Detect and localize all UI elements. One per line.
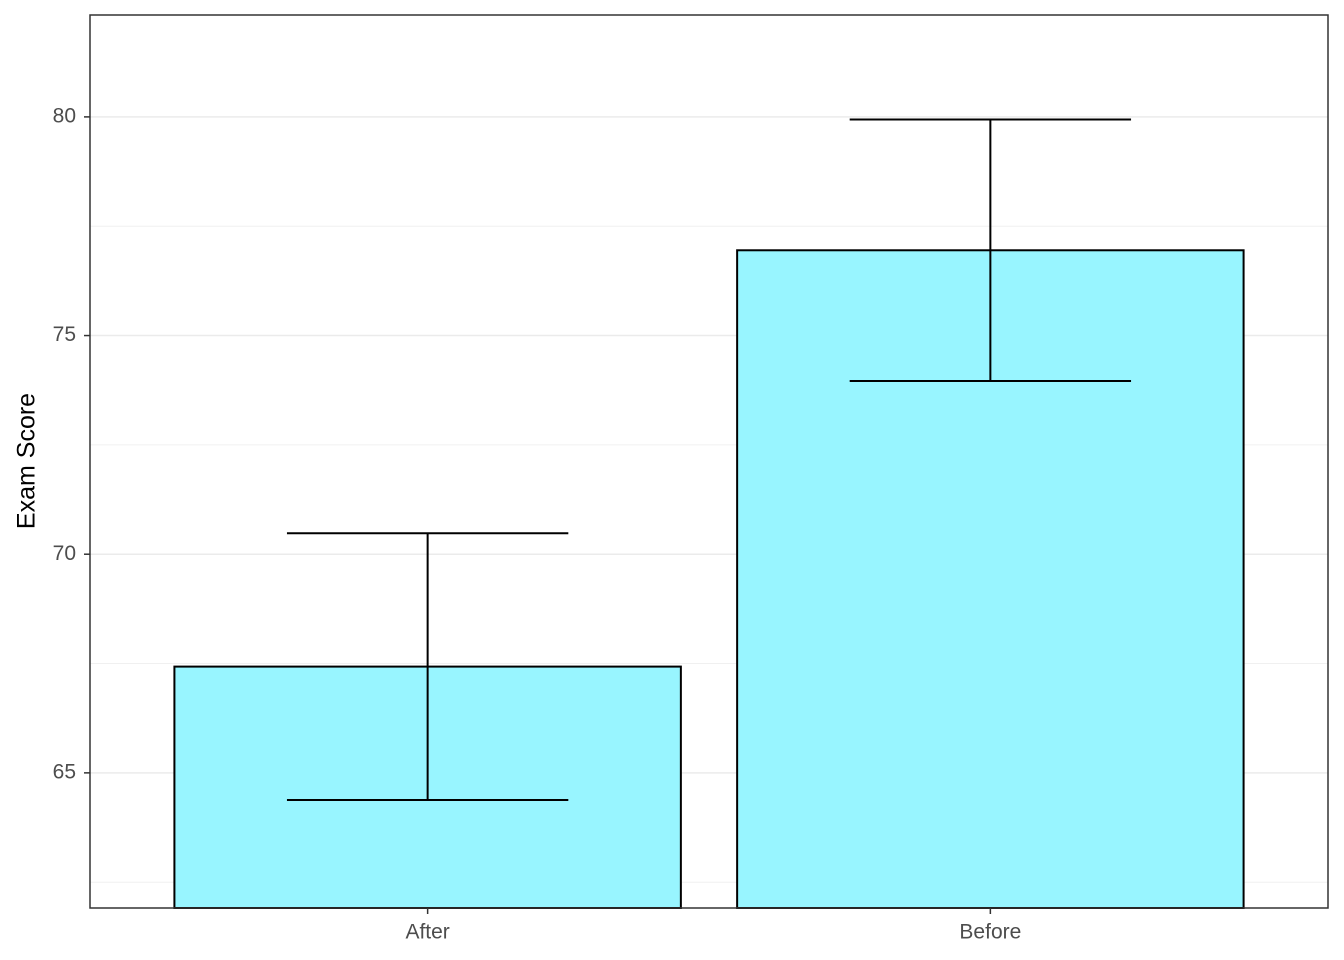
y-tick-label: 70 [53, 542, 76, 565]
error-bar [849, 118, 1132, 383]
y-tick-label: 75 [53, 323, 76, 346]
plot-border [89, 14, 1329, 909]
y-axis-label: Exam Score [13, 393, 41, 529]
y-tick-label: 65 [53, 760, 76, 783]
error-bar [286, 532, 569, 801]
x-tick-label: After [405, 921, 449, 944]
y-tick-label: 80 [53, 104, 76, 127]
x-tick-label: Before [959, 921, 1021, 944]
